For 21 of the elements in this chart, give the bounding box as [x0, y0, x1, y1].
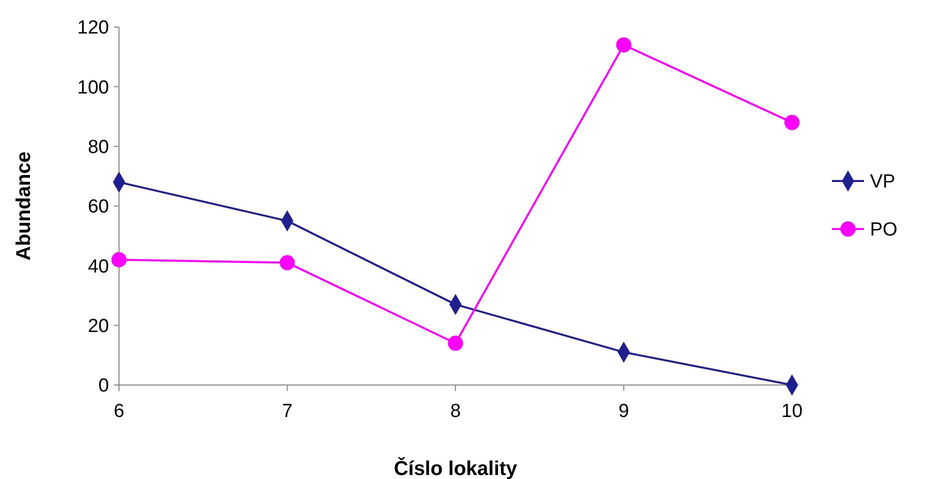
point: [784, 114, 800, 130]
point: [111, 252, 127, 268]
point: [616, 37, 632, 52]
y-tick-label: 40: [88, 256, 109, 278]
x-tick-label: 8: [450, 401, 461, 422]
y-tick-label: 0: [98, 376, 109, 397]
y-axis-title: Abundance: [13, 152, 35, 260]
y-tick-label: 60: [88, 196, 109, 218]
y-tick-label: 100: [77, 77, 109, 98]
y-tick-label: 120: [77, 18, 109, 39]
x-tick-label: 6: [114, 401, 124, 422]
y-tick-label: 20: [88, 316, 109, 337]
y-tick-label: 80: [88, 136, 109, 158]
legend-label: PO: [870, 220, 898, 241]
point: [448, 336, 464, 351]
x-tick-label: 7: [282, 401, 293, 422]
legend-label: VP: [870, 172, 896, 193]
x-tick-label: 10: [781, 401, 803, 422]
point: [280, 255, 295, 270]
x-axis-title: Číslo lokality: [394, 457, 518, 479]
x-tick-label: 9: [618, 401, 630, 422]
